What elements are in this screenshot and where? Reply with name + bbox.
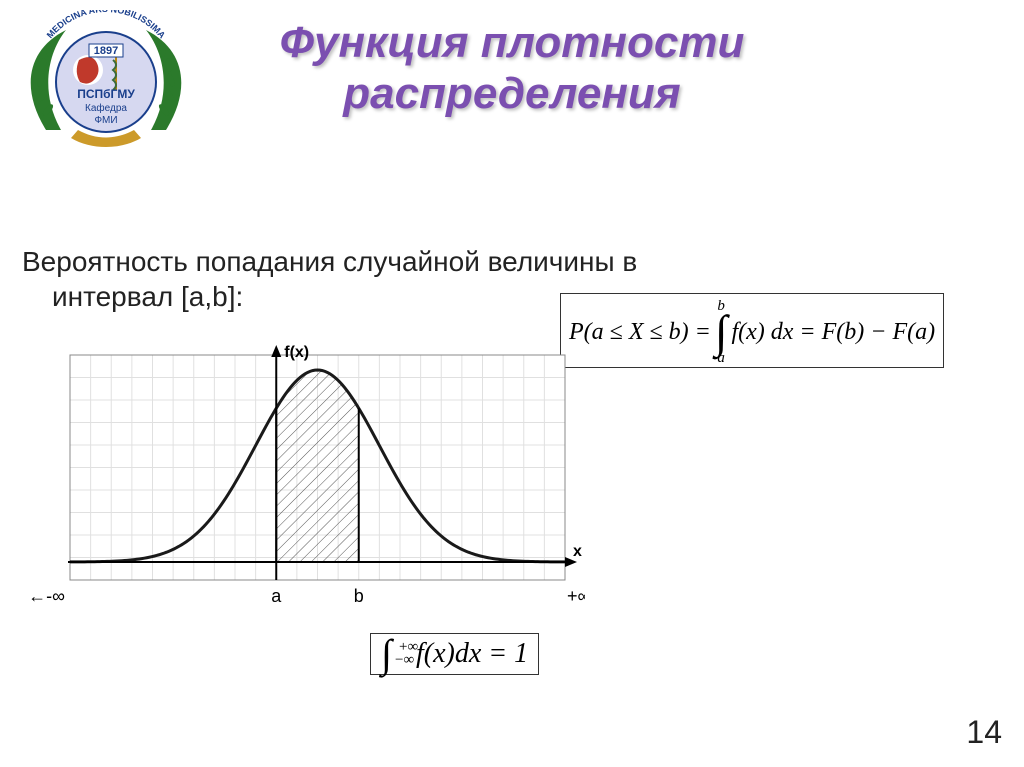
formula1-lhs: P(a ≤ X ≤ b) = xyxy=(569,319,711,346)
formula2-body: f(x)dx = 1 xyxy=(416,638,528,670)
svg-text:←-∞: ←-∞ xyxy=(30,586,65,606)
integral-icon: b ∫ a xyxy=(715,298,728,367)
body-line2: интервал [a,b]: xyxy=(22,279,637,314)
slide-number: 14 xyxy=(966,714,1002,751)
svg-text:x: x xyxy=(573,543,582,560)
pdf-chart: f(x) x a b ←-∞ +∞→ xyxy=(30,345,585,625)
slide-body-text: Вероятность попадания случайной величины… xyxy=(22,244,637,314)
probability-formula: P(a ≤ X ≤ b) = b ∫ a f(x) dx = F(b) − F(… xyxy=(560,293,944,368)
normalization-formula: ∫ +∞ −∞ f(x)dx = 1 xyxy=(370,633,539,675)
title-line2: распределения xyxy=(0,69,1024,120)
svg-text:a: a xyxy=(271,586,282,606)
slide-title: Функция плотности распределения xyxy=(0,18,1024,119)
svg-text:f(x): f(x) xyxy=(284,345,309,361)
title-line1: Функция плотности xyxy=(0,18,1024,69)
svg-text:+∞→: +∞→ xyxy=(567,586,585,606)
integral-icon: ∫ +∞ −∞ xyxy=(381,643,392,665)
svg-text:b: b xyxy=(354,586,364,606)
body-line1: Вероятность попадания случайной величины… xyxy=(22,244,637,279)
formula1-rhs: f(x) dx = F(b) − F(a) xyxy=(731,319,935,346)
